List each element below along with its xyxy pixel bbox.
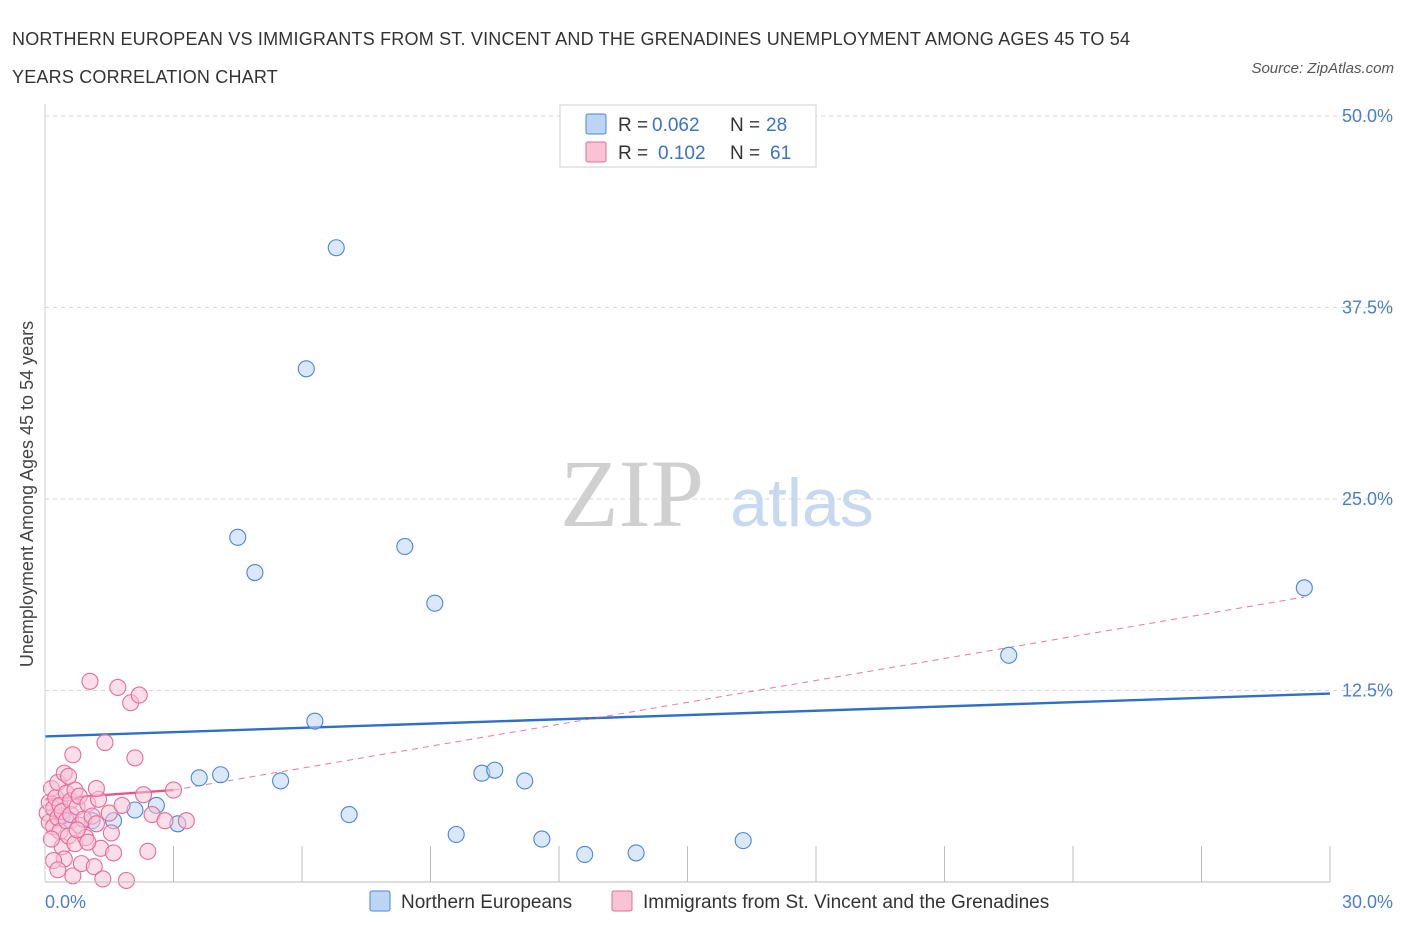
data-point-pink — [104, 844, 123, 862]
data-point-pink — [79, 833, 97, 851]
data-point-blue — [229, 528, 247, 546]
data-point-blue — [212, 766, 230, 784]
data-points — [38, 239, 1313, 890]
data-point-pink — [117, 871, 135, 890]
data-point-pink — [177, 812, 195, 830]
data-point-pink — [130, 686, 148, 704]
bottom-legend-label-pink: Immigrants from St. Vincent and the Gren… — [643, 892, 1049, 913]
data-point-pink — [81, 672, 99, 690]
data-point-pink — [109, 678, 127, 696]
data-point-blue — [627, 844, 645, 862]
data-point-blue — [246, 563, 264, 582]
axes: 12.5% 25.0% 37.5% 50.0% — [44, 104, 1393, 883]
data-point-blue — [576, 845, 594, 863]
legend-r-label-blue: R = — [618, 115, 648, 136]
data-point-pink — [100, 804, 118, 822]
legend-swatch-blue — [585, 113, 607, 135]
data-point-pink — [96, 734, 114, 752]
legend-r-value-pink: 0.102 — [658, 143, 706, 164]
data-point-blue — [486, 761, 504, 779]
data-point-blue — [533, 830, 551, 848]
data-point-blue — [306, 712, 324, 730]
data-point-pink — [87, 779, 105, 798]
data-point-blue — [1000, 646, 1018, 664]
data-point-blue — [272, 772, 290, 790]
data-point-blue — [396, 537, 414, 556]
data-point-pink — [164, 781, 183, 799]
y-tick-label: 25.0% — [1342, 489, 1393, 509]
data-point-pink — [94, 870, 112, 888]
legend-swatch-pink — [585, 141, 607, 163]
y-tick-label: 50.0% — [1342, 106, 1393, 126]
grid-lines — [45, 115, 1390, 691]
watermark-atlas: atlas — [730, 465, 874, 541]
y-tick-label: 37.5% — [1342, 298, 1393, 318]
x-tick-label-max: 30.0% — [1342, 892, 1393, 912]
data-point-blue — [1295, 579, 1313, 597]
legend-n-label-pink: N = — [730, 143, 760, 164]
legend-r-label-pink: R = — [618, 143, 648, 164]
data-point-pink — [87, 815, 105, 833]
data-point-pink — [49, 861, 67, 879]
data-point-pink — [85, 858, 103, 876]
data-point-pink — [156, 812, 174, 830]
watermark: ZIP atlas — [560, 440, 874, 547]
data-point-pink — [139, 842, 157, 860]
data-point-pink — [113, 796, 131, 814]
source-label: Source: ZipAtlas.com — [1251, 60, 1394, 77]
data-point-blue — [190, 769, 208, 787]
bottom-legend-swatch-blue — [369, 890, 391, 912]
bottom-legend-label-blue: Northern Europeans — [401, 892, 572, 913]
legend-n-value-pink: 61 — [770, 143, 791, 164]
trend-line-blue — [44, 692, 1331, 738]
bottom-legend-swatch-pink — [611, 890, 633, 912]
data-point-blue — [297, 360, 315, 378]
data-point-pink — [60, 767, 78, 785]
y-axis-label: Unemployment Among Ages 45 to 54 years — [17, 321, 37, 667]
data-point-blue — [327, 239, 345, 257]
data-point-blue — [447, 825, 465, 844]
data-point-blue — [426, 594, 444, 612]
data-point-pink — [42, 830, 60, 848]
legend-n-value-blue: 28 — [766, 115, 787, 136]
data-point-pink — [126, 749, 144, 767]
data-point-blue — [340, 806, 358, 824]
chart-title: NORTHERN EUROPEAN VS IMMIGRANTS FROM ST.… — [12, 29, 1131, 87]
legend: R = 0.062 N = 28 R = 0.102 N = 61 — [559, 104, 817, 168]
data-point-pink — [64, 867, 82, 885]
data-point-blue — [516, 772, 534, 790]
y-tick-label: 12.5% — [1342, 681, 1393, 701]
x-tick-label-min: 0.0% — [45, 892, 86, 912]
bottom-legend: Northern Europeans Immigrants from St. V… — [369, 890, 1049, 913]
watermark-zip: ZIP — [560, 440, 704, 547]
data-point-pink — [68, 821, 86, 839]
trend-line-extended-pink — [173, 596, 1305, 791]
legend-n-label-blue: N = — [730, 115, 760, 136]
data-point-pink — [64, 746, 82, 764]
data-point-pink — [134, 786, 153, 804]
data-point-pink — [102, 824, 120, 842]
data-point-blue — [734, 832, 752, 850]
legend-r-value-blue: 0.062 — [652, 115, 700, 136]
trend-lines — [44, 596, 1331, 801]
